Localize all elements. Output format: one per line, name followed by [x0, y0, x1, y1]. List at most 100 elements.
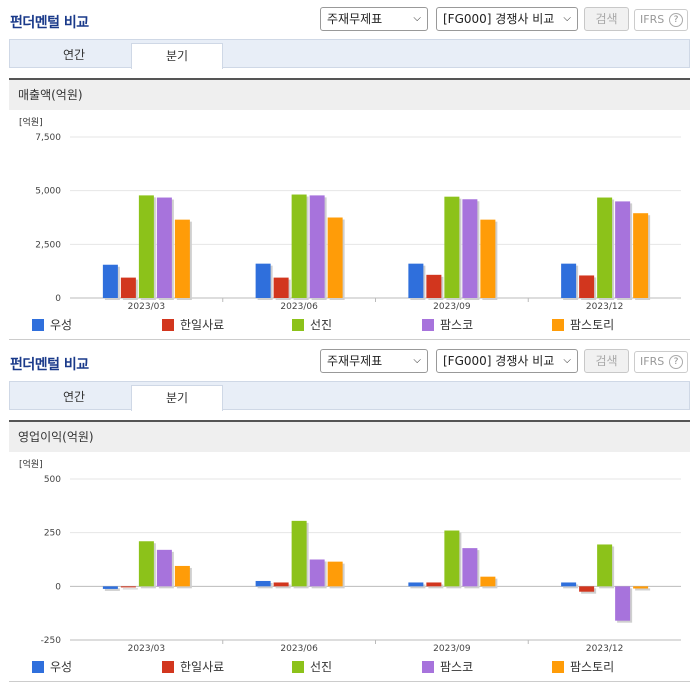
- bar[interactable]: [309, 195, 325, 298]
- chevron-down-icon: ⌵: [413, 355, 421, 366]
- peer-group-value: [FG000] 경쟁사 비교: [443, 354, 555, 368]
- bar[interactable]: [408, 582, 424, 587]
- tab-annual[interactable]: 연간: [62, 48, 86, 62]
- legend-item[interactable]: 팜스토리: [552, 659, 614, 675]
- panel-title: 펀더멘털 비교: [10, 357, 89, 373]
- legend-label: 우성: [50, 660, 73, 674]
- bar[interactable]: [291, 520, 307, 587]
- bar[interactable]: [597, 544, 613, 587]
- legend-item[interactable]: 팜스코: [422, 317, 473, 333]
- peer-group-select[interactable]: [FG000] 경쟁사 비교 ⌵: [436, 349, 578, 373]
- y-tick-label: 500: [44, 475, 61, 485]
- legend-item[interactable]: 선진: [292, 659, 332, 675]
- legend-item[interactable]: 우성: [32, 659, 72, 675]
- bar[interactable]: [444, 530, 460, 587]
- legend-item[interactable]: 팜스코: [422, 659, 473, 675]
- statement-type-value: 주재무제표: [327, 354, 383, 368]
- legend-item[interactable]: 한일사료: [162, 317, 224, 333]
- bar[interactable]: [120, 586, 136, 588]
- bar[interactable]: [156, 549, 172, 587]
- tab-annual[interactable]: 연간: [62, 390, 86, 404]
- panel-header: 펀더멘털 비교 주재무제표 ⌵ [FG000] 경쟁사 비교 ⌵ 검색 IFRS…: [0, 342, 696, 382]
- bar[interactable]: [174, 565, 190, 587]
- chart-container: 영업이익(억원) [억원] -250 0 250 500 2023/03 2023/06 20…: [9, 420, 690, 682]
- bar[interactable]: [480, 219, 496, 298]
- unit-label: [억원]: [19, 116, 43, 128]
- search-button[interactable]: 검색: [584, 7, 629, 31]
- bar[interactable]: [255, 263, 271, 298]
- bar-shadow: [104, 588, 120, 591]
- unit-label: [억원]: [19, 458, 43, 470]
- bar[interactable]: [561, 263, 577, 298]
- chart-legend: 우성 한일사료 선진 팜스코 팜스토리: [9, 317, 690, 333]
- bar[interactable]: [408, 263, 424, 298]
- statement-type-value: 주재무제표: [327, 12, 383, 26]
- bar[interactable]: [426, 274, 442, 298]
- bar[interactable]: [309, 559, 325, 587]
- bar[interactable]: [597, 197, 613, 298]
- operating-profit-bar-chart: [억원] -250 0 250 500 2023/03 2023/06 2023/09 2023…: [19, 458, 681, 652]
- legend-swatch: [32, 661, 44, 673]
- bar[interactable]: [291, 194, 307, 298]
- legend-label: 한일사료: [180, 660, 225, 674]
- legend-swatch: [422, 661, 434, 673]
- help-icon[interactable]: ?: [669, 13, 683, 27]
- statement-type-select[interactable]: 주재무제표 ⌵: [320, 349, 428, 373]
- bar[interactable]: [102, 586, 118, 589]
- bar[interactable]: [462, 199, 478, 298]
- y-tick-label: 7,500: [35, 133, 61, 143]
- x-tick-label: 2023/09: [433, 644, 471, 652]
- bar[interactable]: [579, 275, 595, 298]
- peer-group-value: [FG000] 경쟁사 비교: [443, 12, 555, 26]
- period-tabs: 연간 분기: [9, 39, 690, 69]
- y-tick-label: 250: [44, 529, 61, 539]
- search-button[interactable]: 검색: [584, 349, 629, 373]
- bar[interactable]: [633, 213, 649, 298]
- bar[interactable]: [579, 586, 595, 592]
- help-icon[interactable]: ?: [669, 355, 683, 369]
- legend-item[interactable]: 팜스토리: [552, 317, 614, 333]
- bar[interactable]: [444, 196, 460, 298]
- ifrs-button[interactable]: IFRS ?: [634, 9, 688, 31]
- x-tick-label: 2023/12: [586, 302, 623, 310]
- chevron-down-icon: ⌵: [413, 13, 421, 24]
- bar[interactable]: [327, 217, 343, 299]
- bar[interactable]: [138, 541, 154, 587]
- x-tick-label: 2023/03: [128, 644, 165, 652]
- bar[interactable]: [615, 201, 631, 298]
- bar[interactable]: [327, 561, 343, 587]
- bar[interactable]: [273, 582, 289, 587]
- legend-swatch: [552, 661, 564, 673]
- tab-quarterly[interactable]: 분기: [131, 385, 223, 411]
- bar-shadow: [410, 584, 426, 589]
- legend-swatch: [292, 661, 304, 673]
- bar[interactable]: [138, 195, 154, 298]
- bar-shadow: [428, 584, 444, 589]
- statement-type-select[interactable]: 주재무제표 ⌵: [320, 7, 428, 31]
- chart-title: 매출액(억원): [9, 80, 690, 110]
- ifrs-label: IFRS: [640, 355, 665, 368]
- legend-item[interactable]: 선진: [292, 317, 332, 333]
- y-tick-label: -250: [41, 636, 62, 646]
- bar[interactable]: [255, 580, 271, 587]
- bar[interactable]: [102, 264, 118, 298]
- bar[interactable]: [462, 548, 478, 587]
- bar-shadow: [122, 588, 138, 590]
- bar[interactable]: [120, 277, 136, 298]
- bar[interactable]: [174, 219, 190, 298]
- bar[interactable]: [561, 582, 577, 587]
- bar[interactable]: [633, 586, 649, 589]
- panel-header: 펀더멘털 비교 주재무제표 ⌵ [FG000] 경쟁사 비교 ⌵ 검색 IFRS…: [0, 0, 696, 40]
- peer-group-select[interactable]: [FG000] 경쟁사 비교 ⌵: [436, 7, 578, 31]
- legend-swatch: [162, 661, 174, 673]
- tab-quarterly[interactable]: 분기: [131, 43, 223, 69]
- bar[interactable]: [426, 582, 442, 587]
- ifrs-button[interactable]: IFRS ?: [634, 351, 688, 373]
- bar[interactable]: [615, 586, 631, 621]
- bar[interactable]: [156, 197, 172, 298]
- bar[interactable]: [273, 277, 289, 298]
- legend-item[interactable]: 한일사료: [162, 659, 224, 675]
- legend-item[interactable]: 우성: [32, 317, 72, 333]
- bar[interactable]: [480, 576, 496, 587]
- y-tick-label: 5,000: [35, 187, 61, 197]
